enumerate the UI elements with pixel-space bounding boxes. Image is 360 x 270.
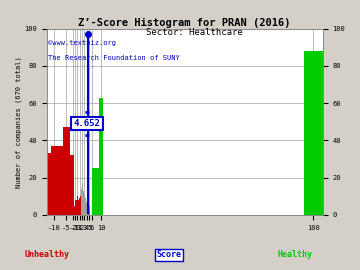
- Bar: [47, 153, 51, 215]
- Bar: [81, 183, 82, 215]
- Bar: [79, 198, 80, 215]
- Bar: [86, 202, 87, 215]
- Text: Score: Score: [157, 250, 182, 259]
- Bar: [99, 97, 103, 215]
- Bar: [89, 206, 90, 215]
- Bar: [78, 193, 79, 215]
- Text: Unhealthy: Unhealthy: [24, 250, 69, 259]
- Bar: [77, 196, 78, 215]
- Bar: [82, 183, 83, 215]
- Text: Healthy: Healthy: [278, 250, 313, 259]
- Bar: [80, 196, 81, 215]
- Bar: [87, 206, 88, 215]
- Bar: [84, 196, 85, 215]
- Bar: [91, 168, 99, 215]
- Bar: [70, 155, 74, 215]
- Bar: [85, 198, 86, 215]
- Bar: [83, 191, 84, 215]
- Bar: [88, 209, 89, 215]
- Bar: [76, 200, 77, 215]
- Text: Sector: Healthcare: Sector: Healthcare: [146, 28, 243, 37]
- Bar: [63, 127, 70, 215]
- Y-axis label: Number of companies (670 total): Number of companies (670 total): [15, 56, 22, 188]
- Bar: [304, 51, 323, 215]
- Bar: [51, 146, 63, 215]
- Text: The Research Foundation of SUNY: The Research Foundation of SUNY: [48, 55, 180, 60]
- Text: 4.652: 4.652: [73, 119, 100, 128]
- Title: Z’-Score Histogram for PRAN (2016): Z’-Score Histogram for PRAN (2016): [78, 18, 291, 28]
- Text: ©www.textbiz.org: ©www.textbiz.org: [48, 40, 116, 46]
- Bar: [75, 200, 76, 215]
- Bar: [74, 206, 75, 215]
